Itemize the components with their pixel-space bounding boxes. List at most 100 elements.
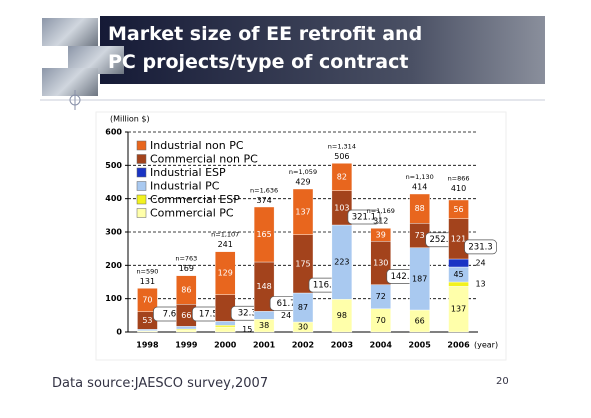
value-label: 39 bbox=[376, 230, 386, 239]
bar-segment bbox=[253, 206, 275, 263]
bar-segment bbox=[448, 199, 469, 219]
sample-size: n=1,636 bbox=[250, 186, 278, 194]
bar-segment bbox=[215, 325, 236, 328]
value-label: 87 bbox=[298, 303, 308, 312]
legend-swatch bbox=[136, 140, 147, 151]
bar-segment bbox=[215, 251, 236, 295]
value-label: 24 bbox=[281, 311, 291, 320]
sample-size: n=763 bbox=[175, 255, 197, 263]
y-axis-label: (Million $) bbox=[110, 115, 150, 124]
sample-size: n=1,169 bbox=[367, 207, 395, 215]
sample-size: n=1,059 bbox=[289, 168, 317, 176]
total-label: 241 bbox=[218, 240, 233, 249]
y-tick-label: 300 bbox=[105, 228, 122, 237]
legend-swatch bbox=[136, 181, 147, 191]
value-label: 73 bbox=[415, 231, 425, 240]
value-label: 175 bbox=[295, 259, 310, 268]
callout: 17.5 bbox=[199, 310, 218, 320]
callout: 321.1 bbox=[352, 212, 376, 222]
callout: 231.3 bbox=[468, 242, 492, 252]
value-label: 137 bbox=[451, 305, 466, 314]
value-label: 98 bbox=[337, 311, 347, 320]
bar-segment bbox=[176, 329, 197, 333]
x-tick-label: 1998 bbox=[136, 341, 159, 350]
value-label: 72 bbox=[376, 292, 386, 301]
legend-label: Commercial PC bbox=[150, 207, 234, 220]
value-label: 82 bbox=[337, 173, 347, 182]
value-label: 24 bbox=[475, 259, 485, 268]
y-tick-label: 500 bbox=[105, 161, 122, 170]
legend-swatch bbox=[136, 194, 147, 205]
sample-size: n=1,107 bbox=[211, 231, 239, 239]
legend-label: Commercial ESP bbox=[150, 193, 240, 206]
value-label: 70 bbox=[376, 316, 386, 325]
bar-segment bbox=[137, 329, 158, 331]
bar-segment bbox=[137, 288, 158, 312]
y-tick-label: 600 bbox=[105, 128, 122, 137]
bird-photo bbox=[42, 68, 98, 96]
value-label: 130 bbox=[373, 259, 388, 268]
value-label: 137 bbox=[295, 207, 310, 216]
sample-size: n=1,314 bbox=[328, 142, 356, 150]
value-label: 103 bbox=[334, 203, 349, 212]
y-tick-label: 200 bbox=[105, 261, 122, 270]
value-label: 121 bbox=[451, 234, 466, 243]
x-axis-label: (year) bbox=[474, 341, 498, 350]
bird-photo bbox=[42, 18, 98, 46]
bar-segment bbox=[331, 163, 353, 191]
legend-swatch bbox=[136, 167, 147, 178]
total-label: 429 bbox=[295, 178, 310, 187]
callout-box bbox=[464, 239, 497, 255]
value-label: 223 bbox=[334, 258, 349, 267]
value-label: 15 bbox=[242, 325, 252, 334]
callout: 142.9 bbox=[391, 272, 415, 282]
value-label: 53 bbox=[142, 316, 152, 325]
legend-label: Commercial non PC bbox=[150, 153, 258, 166]
bar-segment bbox=[215, 321, 236, 326]
value-label: 56 bbox=[453, 205, 463, 214]
x-tick-label: 2006 bbox=[447, 341, 470, 350]
bar-segment bbox=[409, 193, 430, 224]
callout: 32.3 bbox=[238, 309, 257, 319]
y-tick-label: 400 bbox=[105, 194, 122, 203]
value-label: 45 bbox=[453, 270, 463, 279]
sample-size: n=1,130 bbox=[406, 173, 434, 181]
legend-swatch bbox=[136, 154, 147, 164]
y-tick-label: 100 bbox=[105, 294, 122, 303]
value-label: 129 bbox=[218, 269, 233, 278]
value-label: 148 bbox=[256, 282, 271, 291]
legend-label: Industrial non PC bbox=[150, 139, 244, 152]
sample-size: n=866 bbox=[448, 174, 470, 182]
total-label: 414 bbox=[412, 183, 427, 192]
total-label: 410 bbox=[451, 184, 466, 193]
legend-label: Industrial PC bbox=[150, 180, 220, 193]
x-tick-label: 2004 bbox=[370, 341, 393, 350]
total-label: 506 bbox=[334, 152, 349, 161]
x-tick-label: 2003 bbox=[331, 341, 353, 350]
value-label: 66 bbox=[415, 317, 425, 326]
value-label: 88 bbox=[415, 204, 425, 213]
bar-segment bbox=[292, 188, 314, 235]
bar-segment bbox=[448, 258, 469, 268]
bar-segment bbox=[448, 281, 469, 287]
value-label: 187 bbox=[412, 274, 427, 283]
x-tick-label: 2005 bbox=[409, 341, 432, 350]
x-tick-label: 1999 bbox=[175, 341, 198, 350]
value-label: 86 bbox=[181, 286, 191, 295]
source: Data source:JAESCO survey,2007 bbox=[52, 376, 269, 391]
y-tick-label: 0 bbox=[116, 328, 122, 337]
x-tick-label: 2001 bbox=[253, 341, 276, 350]
callout: 61.7 bbox=[277, 299, 296, 309]
slide-title: Market size of EE retrofit and PC projec… bbox=[108, 23, 423, 73]
legend-swatch bbox=[136, 208, 147, 218]
title-bar bbox=[100, 16, 545, 84]
callout: 252.8 bbox=[429, 235, 453, 245]
value-label: 70 bbox=[142, 296, 152, 305]
total-label: 374 bbox=[256, 196, 271, 205]
total-label: 131 bbox=[140, 277, 155, 286]
value-label: 13 bbox=[475, 280, 485, 289]
callout: 116.6 bbox=[313, 281, 337, 291]
callout-box bbox=[347, 209, 381, 225]
callout: 7.6 bbox=[163, 310, 177, 320]
